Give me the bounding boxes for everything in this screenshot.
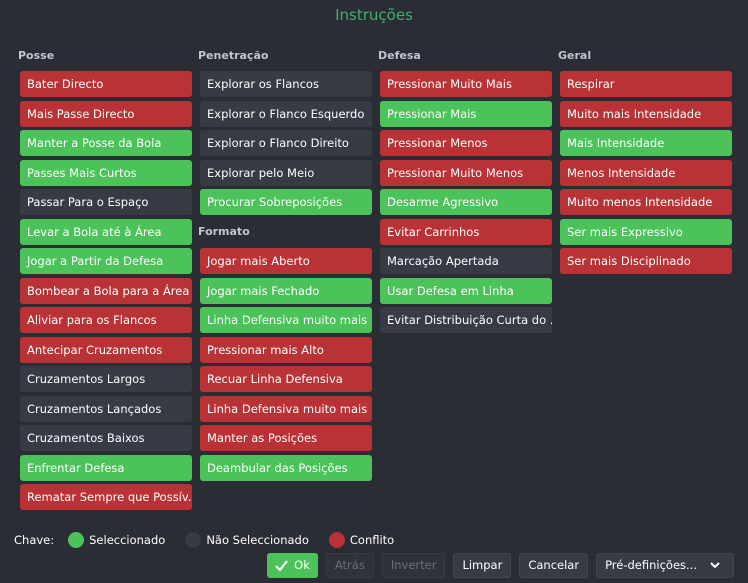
action-button: Inverter: [381, 553, 446, 578]
section-header: Posse: [18, 49, 55, 62]
instruction-button[interactable]: Ser mais Expressivo: [560, 218, 732, 245]
instruction-button[interactable]: Aliviar para os Flancos: [20, 307, 192, 333]
instruction-button[interactable]: Ser mais Disciplinado: [560, 248, 732, 274]
instruction-button[interactable]: Procurar Sobreposições: [200, 189, 372, 215]
dropdown-icon: [710, 561, 720, 568]
instruction-button[interactable]: Levar a Bola até à Área: [20, 218, 192, 245]
action-button[interactable]: Cancelar: [519, 553, 589, 578]
legend-label: Não Seleccionado: [206, 533, 309, 547]
instruction-button[interactable]: Jogar mais Fechado: [200, 277, 372, 304]
legend: Chave: Seleccionado Não Seleccionado Confli…: [14, 531, 414, 549]
legend-label: Conflito: [349, 533, 395, 547]
instruction-button[interactable]: Cruzamentos Largos: [20, 366, 192, 392]
instruction-button[interactable]: Pressionar mais Alto: [200, 336, 372, 363]
instruction-button[interactable]: Passar Para o Espaço: [20, 189, 192, 215]
instruction-button[interactable]: Evitar Carrinhos: [380, 218, 552, 245]
instruction-button[interactable]: Deambular das Posições: [200, 454, 372, 481]
instruction-button[interactable]: Pressionar Menos: [380, 130, 552, 156]
action-button[interactable]: Limpar: [453, 553, 512, 578]
button-label: Ok: [294, 558, 310, 572]
instruction-button[interactable]: Antecipar Cruzamentos: [20, 336, 192, 363]
legend-label: Seleccionado: [89, 533, 166, 547]
instruction-button[interactable]: Cruzamentos Lançados: [20, 395, 192, 422]
instruction-button[interactable]: Linha Defensiva muito mais ...: [200, 307, 372, 333]
instruction-button[interactable]: Pressionar Mais: [380, 100, 552, 127]
action-button[interactable]: Ok: [267, 553, 318, 578]
instruction-button[interactable]: Passes Mais Curtos: [20, 159, 192, 186]
instruction-button[interactable]: Linha Defensiva muito mais ...: [200, 395, 372, 422]
button-label: Inverter: [390, 558, 437, 572]
instruction-button[interactable]: Muito mais Intensidade: [560, 100, 732, 127]
instruction-button[interactable]: Desarme Agressivo: [380, 189, 552, 215]
instruction-button[interactable]: Respirar: [560, 71, 732, 97]
instruction-button[interactable]: Rematar Sempre que Possív...: [20, 484, 192, 510]
instruction-button[interactable]: Recuar Linha Defensiva: [200, 366, 372, 392]
section-header: Geral: [558, 49, 592, 62]
instruction-button[interactable]: Explorar pelo Meio: [200, 159, 372, 186]
button-label: Pré-definições...: [605, 558, 697, 572]
title: Instruções: [335, 6, 413, 24]
instruction-button[interactable]: Explorar os Flancos: [200, 71, 372, 97]
section-header: Formato: [198, 224, 250, 238]
legend-label: Chave:: [14, 533, 55, 547]
instruction-button[interactable]: Evitar Distribuição Curta do ...: [380, 307, 552, 333]
instruction-button[interactable]: Pressionar Muito Menos: [380, 159, 552, 186]
button-label: Atrás: [334, 558, 365, 572]
button-bar: Ok Atrás Inverter Limpar Cancelar Pré-definiç…: [267, 553, 734, 578]
instruction-button[interactable]: Enfrentar Defesa: [20, 454, 192, 481]
instruction-button[interactable]: Mais Passe Directo: [20, 100, 192, 127]
legend-dot: [68, 532, 85, 548]
legend-dot: [328, 532, 345, 548]
legend-dot: [185, 532, 202, 548]
action-button: Atrás: [325, 553, 374, 578]
instruction-button[interactable]: Mais Intensidade: [560, 130, 732, 156]
instruction-button[interactable]: Muito menos Intensidade: [560, 189, 732, 215]
instruction-button[interactable]: Manter a Posse da Bola: [20, 130, 192, 156]
instruction-button[interactable]: Jogar mais Aberto: [200, 248, 372, 274]
instruction-button[interactable]: Marcação Apertada: [380, 248, 552, 274]
section-header: Defesa: [378, 49, 421, 62]
button-label: Cancelar: [528, 558, 580, 572]
action-button[interactable]: Pré-definições...: [596, 553, 734, 578]
section-header: Penetração: [198, 49, 269, 62]
instruction-button[interactable]: Manter as Posições: [200, 425, 372, 451]
instruction-button[interactable]: Explorar o Flanco Direito: [200, 130, 372, 156]
button-label: Limpar: [462, 558, 503, 572]
instruction-button[interactable]: Pressionar Muito Mais: [380, 71, 552, 97]
instruction-button[interactable]: Jogar a Partir da Defesa: [20, 248, 192, 274]
instruction-button[interactable]: Cruzamentos Baixos: [20, 425, 192, 451]
instruction-button[interactable]: Menos Intensidade: [560, 159, 732, 186]
instruction-button[interactable]: Explorar o Flanco Esquerdo: [200, 100, 372, 127]
instruction-button[interactable]: Bater Directo: [20, 71, 192, 97]
check-icon: [275, 560, 288, 571]
instruction-button[interactable]: Usar Defesa em Linha: [380, 277, 552, 304]
instruction-button[interactable]: Bombear a Bola para a Área: [20, 277, 192, 304]
